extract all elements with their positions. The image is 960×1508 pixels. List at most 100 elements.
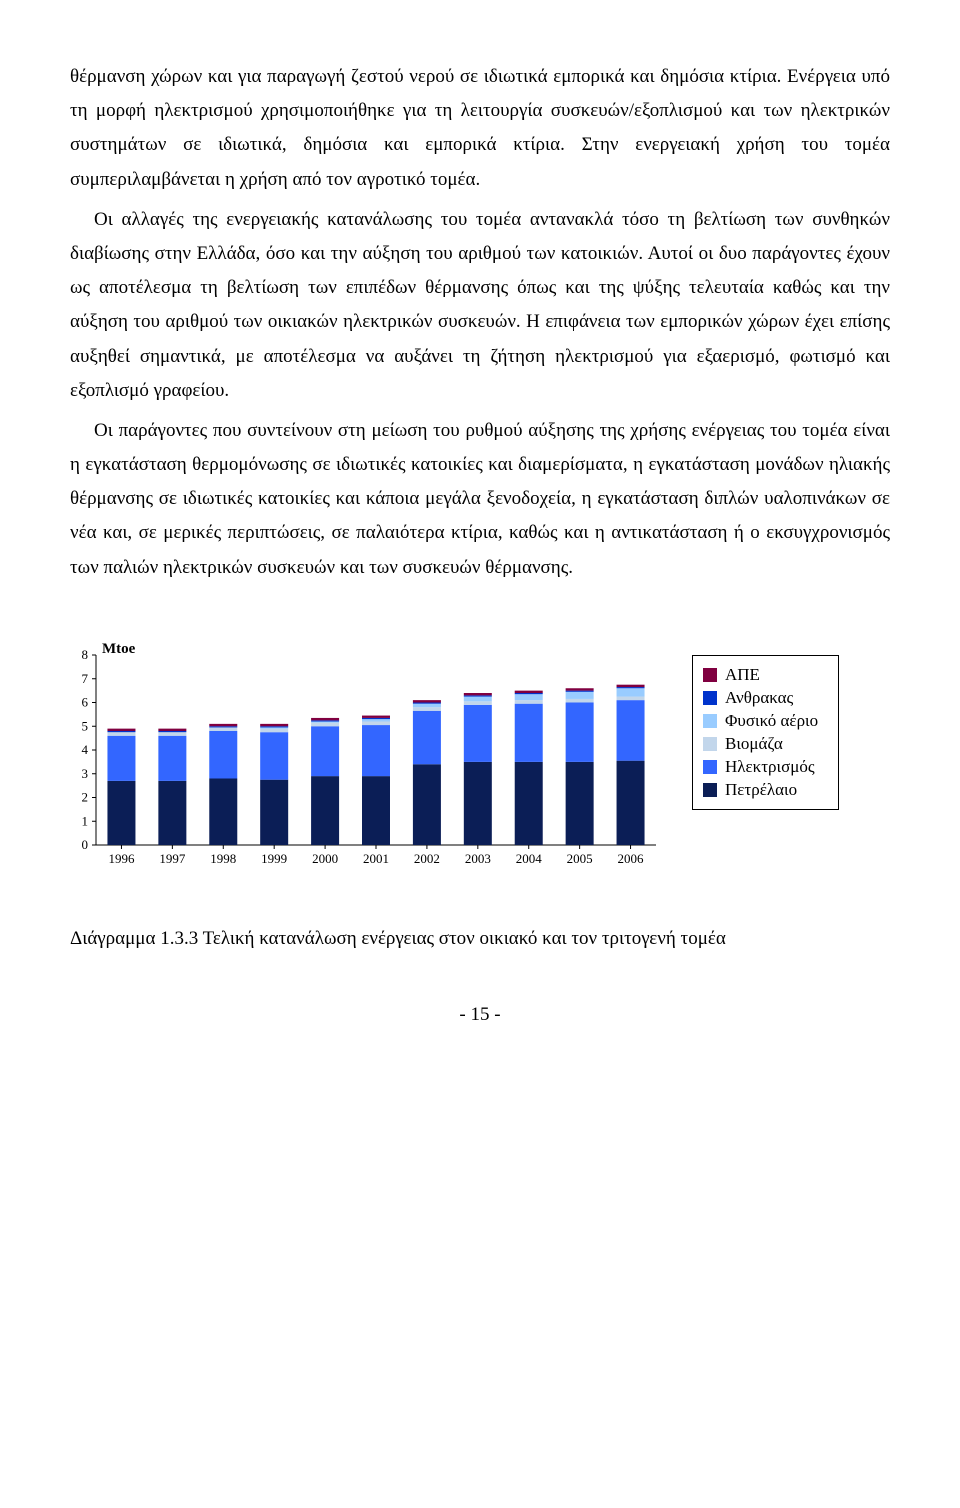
chart-plot-box: Mtoe 01234567819961997199819992000200120… (70, 645, 664, 874)
body-paragraph-1: θέρμανση χώρων και για παραγωγή ζεστού ν… (70, 60, 890, 197)
bar-segment (209, 727, 237, 731)
bar-segment (209, 778, 237, 845)
bar-segment (209, 724, 237, 726)
bar-segment (617, 696, 645, 700)
body-paragraph-3: Οι παράγοντες που συντείνουν στη μείωση … (70, 414, 890, 585)
chart-legend: ΑΠΕ Ανθρακας Φυσικό αέριο Βιομάζα Ηλεκτρισμό… (692, 655, 839, 810)
legend-label: Ανθρακας (725, 688, 793, 708)
legend-item: Φυσικό αέριο (703, 711, 818, 731)
bar-segment (566, 699, 594, 703)
bar-segment (209, 731, 237, 779)
x-tick-label: 2001 (363, 851, 389, 866)
bar-segment (617, 700, 645, 761)
bar-segment (362, 718, 390, 719)
bar-segment (413, 702, 441, 703)
bar-segment (158, 728, 186, 730)
bar-segment (158, 731, 186, 732)
svg-text:1: 1 (82, 813, 89, 828)
stacked-bar-chart: 0 1 2 3 4 5 6 7 8 1996 1997 1998 1999 2000 2001 2002 200… (70, 645, 664, 869)
bar-segment (515, 690, 543, 692)
x-tick-label: 1996 (108, 851, 135, 866)
bar-segment (260, 732, 288, 780)
legend-label: Ηλεκτρισμός (725, 757, 815, 777)
x-tick-label: 1999 (261, 851, 287, 866)
bar-segment (311, 723, 339, 727)
bar-segment (464, 762, 492, 845)
bar-segment (413, 704, 441, 708)
bar-segment (158, 736, 186, 781)
bar-segment (107, 781, 135, 845)
bar-segment (515, 762, 543, 845)
bar-segment (158, 732, 186, 736)
legend-item: Βιομάζα (703, 734, 818, 754)
bar-segment (617, 687, 645, 688)
chart-unit-label: Mtoe (102, 641, 135, 658)
x-tick-label: 2000 (312, 851, 338, 866)
bar-segment (515, 694, 543, 700)
bar-segment (566, 690, 594, 691)
page-number: - 15 - (70, 1004, 890, 1026)
bar-segment (311, 776, 339, 845)
bar-segment (362, 719, 390, 721)
legend-swatch (703, 760, 717, 774)
bar-segment (311, 726, 339, 776)
bar-segment (311, 718, 339, 720)
bar-segment (566, 688, 594, 690)
legend-label: Πετρέλαιο (725, 780, 797, 800)
svg-text:3: 3 (82, 766, 89, 781)
bar-segment (362, 776, 390, 845)
legend-swatch (703, 668, 717, 682)
svg-text:6: 6 (82, 694, 89, 709)
legend-item: ΑΠΕ (703, 665, 818, 685)
bar-segment (260, 724, 288, 726)
bar-segment (311, 720, 339, 721)
svg-text:8: 8 (82, 647, 89, 662)
bar-segment (107, 736, 135, 781)
bar-segment (107, 732, 135, 736)
bar-segment (260, 780, 288, 845)
svg-text:5: 5 (82, 718, 89, 733)
x-tick-label: 1998 (210, 851, 236, 866)
x-tick-label: 2006 (618, 851, 645, 866)
bar-segment (464, 705, 492, 762)
bar-segment (362, 721, 390, 725)
body-paragraph-2: Οι αλλαγές της ενεργειακής κατανάλωσης τ… (70, 203, 890, 408)
bar-segment (413, 707, 441, 711)
legend-item: Πετρέλαιο (703, 780, 818, 800)
bar-segment (464, 693, 492, 695)
legend-item: Ηλεκτρισμός (703, 757, 818, 777)
bar-segment (464, 696, 492, 701)
legend-swatch (703, 737, 717, 751)
legend-swatch (703, 691, 717, 705)
bar-segment (260, 727, 288, 728)
x-tick-label: 2004 (516, 851, 543, 866)
bar-segment (617, 688, 645, 696)
bar-segment (464, 695, 492, 696)
bar-segment (362, 725, 390, 776)
x-tick-label: 1997 (159, 851, 186, 866)
bar-segment (362, 715, 390, 717)
bar-segment (209, 726, 237, 727)
legend-item: Ανθρακας (703, 688, 818, 708)
x-tick-label: 2002 (414, 851, 440, 866)
svg-text:7: 7 (82, 671, 89, 686)
bar-segment (617, 761, 645, 845)
bar-segment (515, 704, 543, 762)
bar-segment (260, 728, 288, 732)
bar-segment (413, 711, 441, 764)
svg-text:2: 2 (82, 789, 89, 804)
legend-swatch (703, 783, 717, 797)
bar-segment (617, 685, 645, 687)
legend-swatch (703, 714, 717, 728)
legend-label: Φυσικό αέριο (725, 711, 818, 731)
bar-segment (413, 764, 441, 845)
legend-label: ΑΠΕ (725, 665, 760, 685)
bar-segment (515, 693, 543, 694)
bar-segment (107, 728, 135, 730)
svg-text:0: 0 (82, 837, 89, 852)
bar-segment (464, 701, 492, 705)
bar-segment (566, 762, 594, 845)
bar-segment (311, 721, 339, 722)
svg-text:4: 4 (82, 742, 89, 757)
bar-segment (413, 700, 441, 702)
